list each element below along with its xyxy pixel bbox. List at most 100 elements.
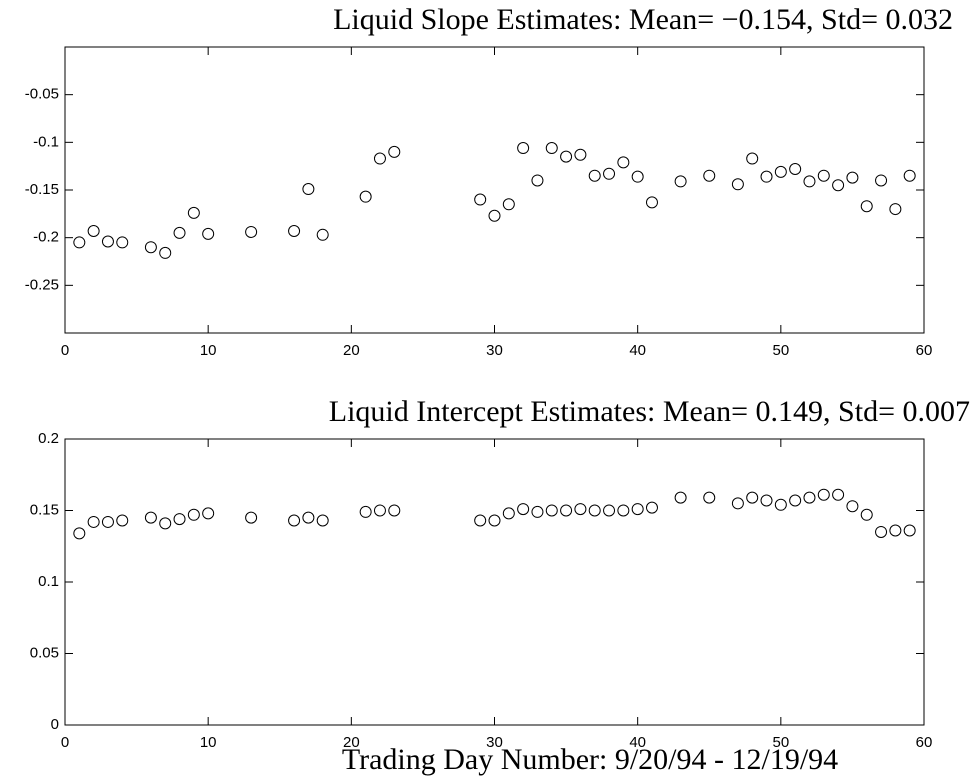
- data-point: [645, 196, 658, 209]
- data-point: [517, 142, 530, 155]
- data-point: [860, 508, 873, 521]
- data-point: [760, 494, 773, 507]
- data-point: [517, 503, 530, 516]
- data-point: [388, 504, 401, 517]
- x-tick-label: 40: [629, 734, 646, 751]
- data-point: [531, 505, 544, 518]
- data-point: [789, 494, 802, 507]
- data-point: [588, 504, 601, 517]
- data-point: [603, 504, 616, 517]
- data-point: [245, 511, 258, 524]
- data-point: [760, 170, 773, 183]
- data-point: [87, 224, 100, 237]
- y-tick-label: 0: [51, 716, 59, 733]
- data-point: [388, 145, 401, 158]
- x-axis-label: Trading Day Number: 9/20/94 - 12/19/94: [342, 743, 838, 776]
- y-tick-label: -0.25: [25, 276, 59, 293]
- data-point: [574, 503, 587, 516]
- y-tick-label: -0.1: [33, 133, 59, 150]
- data-point: [774, 498, 787, 511]
- y-tick-label: 0.15: [30, 501, 59, 518]
- x-tick-label: 50: [772, 734, 789, 751]
- x-tick-label: 60: [916, 342, 933, 359]
- data-point: [617, 504, 630, 517]
- data-point: [502, 198, 515, 211]
- data-point: [574, 148, 587, 161]
- y-tick-label: 0.1: [38, 573, 59, 590]
- data-point: [316, 228, 329, 241]
- x-tick-label: 30: [486, 734, 503, 751]
- data-point: [101, 515, 114, 528]
- data-point: [73, 236, 86, 249]
- data-point: [560, 504, 573, 517]
- data-point: [359, 505, 372, 518]
- data-point: [631, 503, 644, 516]
- data-point: [674, 491, 687, 504]
- data-point: [560, 150, 573, 163]
- data-point: [373, 504, 386, 517]
- data-point: [173, 513, 186, 526]
- data-point: [101, 235, 114, 248]
- data-point: [245, 225, 258, 238]
- y-tick-label: -0.15: [25, 181, 59, 198]
- x-tick-label: 10: [200, 342, 217, 359]
- data-point: [731, 497, 744, 510]
- data-point: [187, 206, 200, 219]
- data-point: [302, 511, 315, 524]
- x-tick-label: 50: [772, 342, 789, 359]
- data-point: [789, 163, 802, 176]
- data-point: [746, 491, 759, 504]
- data-point: [889, 524, 902, 537]
- data-point: [703, 491, 716, 504]
- data-point: [875, 174, 888, 187]
- data-point: [817, 488, 830, 501]
- data-point: [875, 525, 888, 538]
- data-point: [159, 246, 172, 259]
- data-point: [832, 179, 845, 192]
- data-point: [288, 514, 301, 527]
- y-tick-label: -0.2: [33, 229, 59, 246]
- x-tick-label: 40: [629, 342, 646, 359]
- data-point: [631, 170, 644, 183]
- plot-frame: [64, 46, 925, 334]
- data-point: [603, 167, 616, 180]
- x-tick-label: 30: [486, 342, 503, 359]
- y-tick-label: -0.05: [25, 86, 59, 103]
- data-point: [803, 491, 816, 504]
- chart-title: Liquid Intercept Estimates: Mean= 0.149,…: [329, 395, 970, 428]
- y-tick-label: 0.05: [30, 644, 59, 661]
- data-point: [645, 501, 658, 514]
- data-point: [731, 178, 744, 191]
- data-point: [903, 524, 916, 537]
- data-point: [674, 175, 687, 188]
- data-point: [302, 183, 315, 196]
- data-point: [588, 169, 601, 182]
- data-point: [474, 514, 487, 527]
- x-tick-label: 10: [200, 734, 217, 751]
- x-tick-label: 0: [61, 734, 69, 751]
- data-point: [202, 507, 215, 520]
- data-point: [846, 171, 859, 184]
- data-point: [73, 527, 86, 540]
- data-point: [846, 500, 859, 513]
- data-point: [903, 169, 916, 182]
- plot-frame: [64, 438, 925, 726]
- data-point: [545, 504, 558, 517]
- data-point: [87, 515, 100, 528]
- data-point: [202, 227, 215, 240]
- data-point: [116, 236, 129, 249]
- data-point: [316, 514, 329, 527]
- data-point: [617, 156, 630, 169]
- y-tick-label: 0.2: [38, 430, 59, 447]
- data-point: [144, 241, 157, 254]
- data-point: [288, 224, 301, 237]
- x-tick-label: 60: [916, 734, 933, 751]
- data-point: [187, 508, 200, 521]
- data-point: [545, 142, 558, 155]
- data-point: [817, 169, 830, 182]
- data-point: [159, 517, 172, 530]
- data-point: [144, 511, 157, 524]
- data-point: [803, 175, 816, 188]
- data-point: [373, 152, 386, 165]
